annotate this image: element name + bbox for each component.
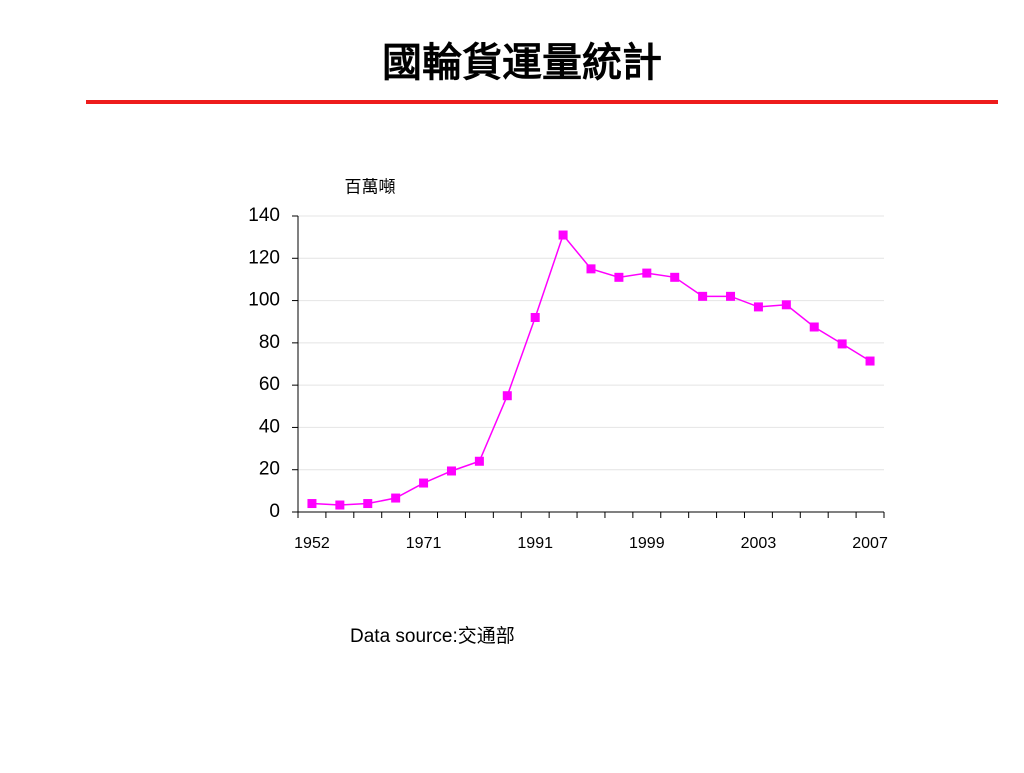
slide-title: 國輪貨運量統計 <box>382 39 662 86</box>
data-point <box>586 264 596 274</box>
y-tick-label: 100 <box>248 290 280 311</box>
y-tick-label: 80 <box>259 332 280 353</box>
y-axis-unit: 百萬噸 <box>345 178 396 198</box>
data-point <box>753 302 763 312</box>
data-point <box>614 272 624 282</box>
data-source: Data source:交通部 <box>350 625 515 647</box>
x-tick-label: 2007 <box>852 535 888 552</box>
y-tick-label: 0 <box>269 501 280 522</box>
data-point <box>698 291 708 301</box>
data-point <box>642 268 652 278</box>
data-point <box>502 391 512 401</box>
y-tick-label: 20 <box>259 459 280 480</box>
y-tick-label: 140 <box>248 205 280 226</box>
data-point <box>837 339 847 349</box>
data-point <box>809 322 819 332</box>
x-tick-label: 1991 <box>517 535 553 552</box>
x-tick-label: 2003 <box>741 535 777 552</box>
data-point <box>670 272 680 282</box>
series-line <box>311 233 871 506</box>
data-point <box>474 456 484 466</box>
data-point <box>781 300 791 310</box>
data-point <box>530 312 540 322</box>
data-point <box>726 291 736 301</box>
x-tick-label: 1999 <box>629 535 665 552</box>
x-tick-label: 1952 <box>294 535 330 552</box>
data-point <box>446 466 456 476</box>
data-point <box>363 499 373 509</box>
data-point <box>307 499 317 509</box>
x-tick-label: 1971 <box>406 535 442 552</box>
y-tick-label: 40 <box>259 416 280 437</box>
data-point <box>419 478 429 488</box>
data-point <box>558 230 568 240</box>
y-tick-label: 120 <box>248 247 280 268</box>
data-point <box>335 500 345 510</box>
data-point <box>391 493 401 503</box>
y-tick-label: 60 <box>259 374 280 395</box>
data-point <box>865 356 875 366</box>
